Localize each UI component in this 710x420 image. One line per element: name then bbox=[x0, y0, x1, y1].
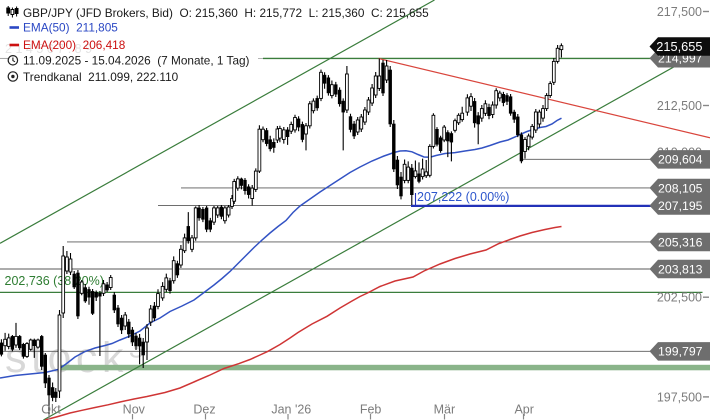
svg-text:Okt: Okt bbox=[41, 403, 61, 417]
svg-text:Jan '26: Jan '26 bbox=[271, 403, 311, 417]
svg-text:202,736 (38,20%): 202,736 (38,20%) bbox=[5, 274, 104, 288]
svg-text:214567.89: 214567.89 bbox=[5, 42, 96, 56]
svg-text:Dez: Dez bbox=[193, 403, 215, 417]
svg-text:207,195: 207,195 bbox=[658, 199, 703, 213]
svg-text:Mär: Mär bbox=[434, 403, 456, 417]
svg-text:EMA(50) 211,805: EMA(50) 211,805 bbox=[23, 21, 118, 35]
svg-text:Apr: Apr bbox=[514, 403, 533, 417]
svg-text:Feb: Feb bbox=[360, 403, 382, 417]
svg-text:203,813: 203,813 bbox=[658, 262, 703, 276]
svg-text:GBP/JPY (JFD Brokers, Bid) O:: GBP/JPY (JFD Brokers, Bid) O: 215,360 H:… bbox=[23, 6, 429, 20]
svg-text:207,222 (0.00%): 207,222 (0.00%) bbox=[417, 190, 509, 204]
svg-text:205,316: 205,316 bbox=[658, 235, 703, 249]
svg-text:212,500: 212,500 bbox=[657, 99, 702, 113]
svg-text:11.09.2025 - 15.04.2026 (7 Mo: 11.09.2025 - 15.04.2026 (7 Monate, 1 Tag… bbox=[23, 54, 250, 68]
svg-text:208,105: 208,105 bbox=[658, 181, 703, 195]
svg-text:202,500: 202,500 bbox=[657, 291, 702, 305]
svg-text:215,655: 215,655 bbox=[656, 39, 702, 54]
svg-text:217,500: 217,500 bbox=[657, 5, 702, 19]
svg-text:Trendkanal 211.099, 222.110: Trendkanal 211.099, 222.110 bbox=[23, 70, 179, 84]
svg-text:197,500: 197,500 bbox=[657, 390, 702, 404]
svg-text:EMA(200) 206,418: EMA(200) 206,418 bbox=[23, 38, 126, 52]
svg-text:209,604: 209,604 bbox=[658, 153, 703, 167]
svg-text:199,797: 199,797 bbox=[658, 345, 703, 359]
svg-text:Nov: Nov bbox=[123, 403, 146, 417]
